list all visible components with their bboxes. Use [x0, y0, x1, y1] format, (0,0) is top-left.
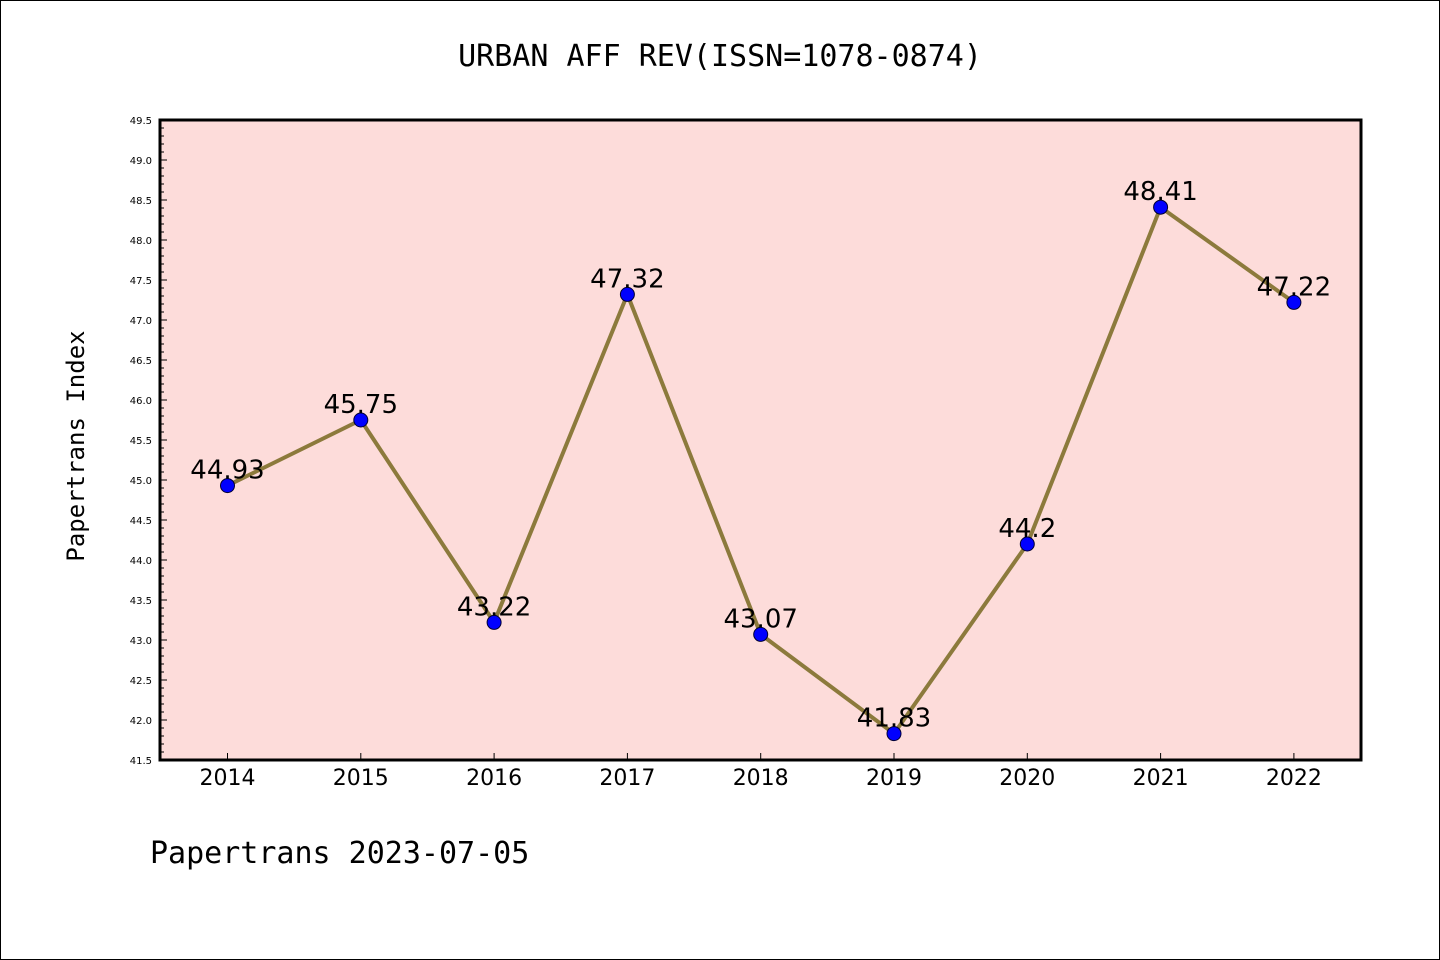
- y-tick-label: 43.0: [130, 636, 152, 647]
- y-tick-label: 49.0: [130, 156, 152, 167]
- footer-note: Papertrans 2023-07-05: [150, 836, 529, 871]
- x-tick-label: 2016: [466, 766, 522, 791]
- y-tick-label: 48.0: [130, 236, 152, 247]
- x-tick-label: 2020: [999, 766, 1055, 791]
- y-tick-label: 44.5: [130, 516, 152, 527]
- data-label: 47.32: [590, 264, 664, 294]
- data-label: 43.22: [457, 592, 531, 622]
- data-label: 45.75: [324, 390, 398, 420]
- x-tick-label: 2021: [1133, 766, 1189, 791]
- x-tick-label: 2022: [1266, 766, 1322, 791]
- y-tick-label: 46.0: [130, 396, 152, 407]
- chart-title: URBAN AFF REV(ISSN=1078-0874): [458, 39, 982, 74]
- data-point: [1153, 199, 1169, 215]
- y-tick-label: 46.5: [130, 356, 152, 367]
- data-labels: 44.93 45.75 43.22 47.32 43.07 41.83 44.2 48.41 4…: [190, 177, 1331, 733]
- x-tick-label: 2015: [333, 766, 389, 791]
- plot-area: [158, 118, 1363, 762]
- y-tick-label: 43.5: [130, 596, 152, 607]
- data-point: [1286, 294, 1302, 310]
- y-axis-label: Papertrans Index: [62, 330, 90, 561]
- data-point: [486, 614, 502, 630]
- y-axis-ticks: 41.5 42.0 42.5 43.0 43.5 44.0 44.5 45.0 45.5 46.0…: [130, 116, 167, 767]
- y-tick-label: 48.5: [130, 196, 152, 207]
- y-tick-label: 45.5: [130, 436, 152, 447]
- y-tick-label: 47.0: [130, 316, 152, 327]
- y-tick-label: 47.5: [130, 276, 152, 287]
- data-label: 44.2: [998, 514, 1056, 544]
- x-tick-label: 2018: [733, 766, 789, 791]
- y-tick-label: 45.0: [130, 476, 152, 487]
- data-point: [753, 626, 769, 642]
- data-point: [353, 412, 369, 428]
- data-point: [220, 478, 235, 494]
- y-tick-label: 44.0: [130, 556, 152, 567]
- y-tick-label: 41.5: [130, 756, 152, 767]
- data-point: [619, 286, 635, 302]
- y-tick-label: 42.5: [130, 676, 152, 687]
- data-label: 48.41: [1123, 177, 1197, 207]
- x-tick-label: 2014: [200, 766, 256, 791]
- data-label: 47.22: [1257, 272, 1331, 302]
- x-axis-ticks: 2014 2015 2016 2017 2018 2019 2020 2021 2022: [200, 753, 1322, 791]
- y-tick-label: 49.5: [130, 116, 152, 127]
- data-label: 41.83: [857, 704, 931, 734]
- data-point: [1019, 536, 1035, 552]
- y-tick-label: 42.0: [130, 716, 152, 727]
- data-point: [886, 726, 902, 742]
- data-label: 43.07: [723, 604, 797, 634]
- x-tick-label: 2017: [599, 766, 655, 791]
- data-markers: [220, 199, 1302, 742]
- data-label: 44.93: [190, 456, 264, 486]
- x-tick-label: 2019: [866, 766, 922, 791]
